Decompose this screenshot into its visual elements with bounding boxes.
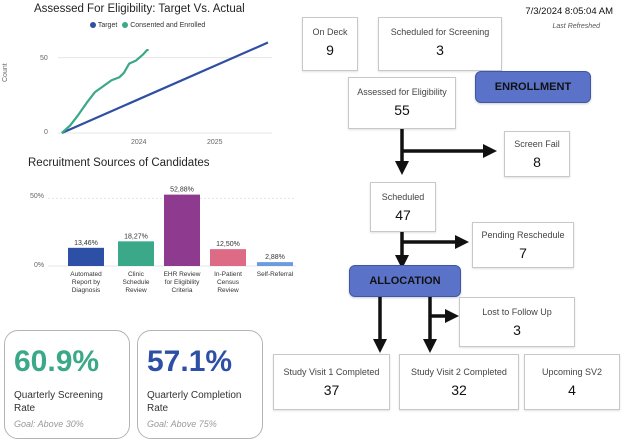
scheduled-value: 47	[395, 207, 411, 223]
bar-category-label-3: EHR Review for Eligibility Criteria	[154, 271, 210, 295]
on-deck-label: On Deck	[312, 27, 348, 37]
box-study-visit-2: Study Visit 2 Completed 32	[399, 354, 519, 410]
legend-enrolled-label: Consented and Enrolled	[130, 22, 206, 29]
kpi-card-screening: 60.9% Quarterly Screening Rate Goal: Abo…	[4, 330, 130, 439]
line-xtick-2024: 2024	[131, 139, 147, 146]
line-chart-plot	[58, 41, 272, 135]
bar-category-label-2: Clinic Schedule Review	[108, 271, 164, 295]
box-lost-follow-up: Lost to Follow Up 3	[459, 297, 575, 347]
line-chart-title: Assessed For Eligibility: Target Vs. Act…	[34, 3, 245, 15]
lost-value: 3	[513, 322, 521, 338]
upcoming-value: 4	[568, 382, 576, 398]
lost-label: Lost to Follow Up	[482, 307, 552, 317]
bar-1	[68, 247, 104, 266]
box-scheduled-screening: Scheduled for Screening 3	[378, 17, 502, 71]
bar-category-line: Criteria	[171, 287, 193, 294]
screen-fail-value: 8	[533, 154, 541, 170]
bar-category-line: Automated	[70, 271, 102, 278]
legend-enrolled-marker	[122, 22, 129, 29]
bar-category-line: Review	[125, 287, 147, 294]
bar-2	[118, 241, 154, 266]
bar-3	[164, 194, 200, 266]
enrollment-pill: ENROLLMENT	[475, 71, 591, 103]
bar-chart-bars: 13,46% 18,27% 52,88% 12,50% 2,88%	[68, 187, 293, 266]
scheduled-screening-label: Scheduled for Screening	[390, 27, 490, 37]
bar-category-label-1: Automated Report by Diagnosis	[58, 271, 114, 295]
refresh-datetime: 7/3/2024 8:05:04 AM	[525, 6, 613, 17]
bar-ytick-0: 0%	[34, 262, 45, 269]
sv2-value: 32	[451, 382, 467, 398]
bar-category-line: Report by	[71, 279, 101, 286]
line-ytick-0: 0	[44, 129, 48, 136]
legend-target-marker	[90, 22, 96, 29]
kpi-completion-name: Quarterly Completion Rate	[147, 390, 242, 414]
assessed-value: 55	[394, 102, 410, 118]
bar-category-line: Review	[217, 287, 239, 294]
enrolled-line	[61, 48, 149, 134]
bar-ytick-50: 50%	[30, 193, 45, 200]
box-assessed: Assessed for Eligibility 55	[348, 77, 456, 129]
bar-5	[257, 262, 293, 266]
bar-value-label-2: 18,27%	[124, 233, 148, 240]
allocation-pill: ALLOCATION	[349, 265, 461, 297]
pending-label: Pending Reschedule	[481, 230, 565, 240]
last-refreshed-label: Last Refreshed	[552, 23, 600, 30]
bar-category-line: In-Patient	[214, 271, 242, 278]
kpi-completion-value: 57.1%	[147, 345, 233, 378]
line-xtick-2025: 2025	[207, 139, 223, 146]
bar-value-label-5: 2,88%	[265, 254, 285, 261]
upcoming-label: Upcoming SV2	[541, 367, 603, 377]
bar-chart-plot: 13,46% 18,27% 52,88% 12,50% 2,88%	[48, 187, 296, 267]
sv1-value: 37	[323, 382, 340, 398]
scheduled-screening-value: 3	[436, 42, 444, 58]
box-pending-reschedule: Pending Reschedule 7	[472, 222, 574, 268]
bar-category-line: Clinic	[128, 271, 144, 278]
kpi-screening-goal: Goal: Above 30%	[14, 419, 84, 429]
line-chart-series	[61, 41, 269, 135]
bar-category-line: Schedule	[122, 279, 150, 286]
bar-category-line: Diagnosis	[71, 287, 101, 294]
bar-chart-title: Recruitment Sources of Candidates	[28, 157, 210, 169]
line-chart-legend: Target Consented and Enrolled	[90, 22, 205, 29]
line-ytick-50: 50	[40, 55, 48, 62]
line-chart-gridlines	[58, 57, 272, 134]
sv2-label: Study Visit 2 Completed	[411, 367, 507, 377]
box-on-deck: On Deck 9	[302, 17, 358, 71]
bar-category-line: EHR Review	[163, 271, 201, 278]
sv1-label: Study Visit 1 Completed	[283, 367, 380, 377]
bar-category-label-4: In-Patient Census Review	[200, 271, 256, 295]
bar-value-label-3: 52,88%	[170, 187, 194, 194]
box-screen-fail: Screen Fail 8	[504, 131, 570, 177]
scheduled-label: Scheduled	[381, 192, 425, 202]
box-study-visit-1: Study Visit 1 Completed 37	[273, 354, 390, 410]
target-line	[61, 41, 269, 135]
bar-category-line: Self-Referral	[256, 271, 294, 278]
assessed-label: Assessed for Eligibility	[357, 87, 447, 97]
bar-category-label-5: Self-Referral	[247, 271, 303, 279]
kpi-screening-value: 60.9%	[14, 345, 100, 378]
box-upcoming-sv2: Upcoming SV2 4	[524, 354, 620, 410]
bar-category-line: for Eligibility	[164, 279, 200, 286]
legend-target-label: Target	[97, 22, 118, 29]
kpi-screening-name: Quarterly Screening Rate	[14, 390, 103, 414]
bar-value-label-1: 13,46%	[74, 240, 98, 247]
kpi-card-completion: 57.1% Quarterly Completion Rate Goal: Ab…	[137, 330, 263, 439]
bar-4	[210, 249, 246, 266]
bar-value-label-4: 12,50%	[216, 241, 240, 248]
kpi-completion-goal: Goal: Above 75%	[147, 419, 217, 429]
box-scheduled: Scheduled 47	[370, 182, 436, 232]
on-deck-value: 9	[326, 42, 334, 58]
screen-fail-label: Screen Fail	[514, 139, 560, 149]
pending-value: 7	[519, 245, 527, 261]
bar-category-line: Census	[216, 279, 240, 286]
